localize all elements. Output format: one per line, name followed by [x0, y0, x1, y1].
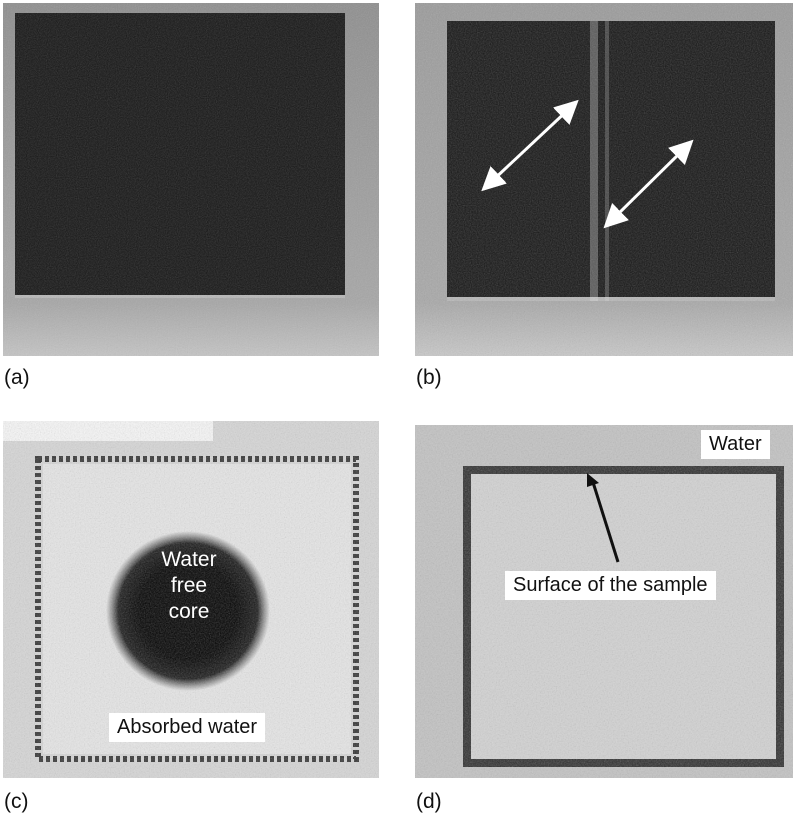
panel-c-core-label: Water free core: [151, 547, 227, 625]
panel-a-image: [3, 3, 379, 356]
panel-c-absorbed-water-label: Absorbed water: [109, 713, 266, 742]
panel-d-pointer-line: [590, 478, 620, 563]
panel-c-core-line-2: free: [170, 574, 208, 597]
panel-d-water-label: Water: [701, 430, 770, 459]
panel-b-noise: [415, 3, 793, 356]
panel-c-svg: [3, 421, 379, 778]
panel-d-image: Water Surface of the sample: [415, 425, 793, 778]
panel-d-surface-label: Surface of the sample: [505, 571, 716, 600]
caption-c: (c): [4, 790, 29, 813]
caption-d: (d): [416, 790, 442, 813]
caption-b: (b): [416, 366, 442, 389]
caption-a: (a): [4, 366, 30, 389]
panel-b-double-arrow-left: [481, 99, 579, 192]
panel-b-svg: [415, 3, 793, 356]
panel-c-core-line-1: Water: [161, 548, 217, 571]
panel-d-svg: [415, 425, 793, 778]
panel-a-noise: [3, 3, 379, 356]
panel-a-svg: [3, 3, 379, 356]
panel-c-core-line-3: core: [168, 600, 210, 623]
panel-c-image: Water free core Absorbed water: [3, 421, 379, 778]
panel-b-image: [415, 3, 793, 356]
panel-d-noise: [415, 425, 793, 778]
panel-d-pointer-head: [587, 473, 599, 487]
panel-b-double-arrow-right: [603, 139, 694, 229]
